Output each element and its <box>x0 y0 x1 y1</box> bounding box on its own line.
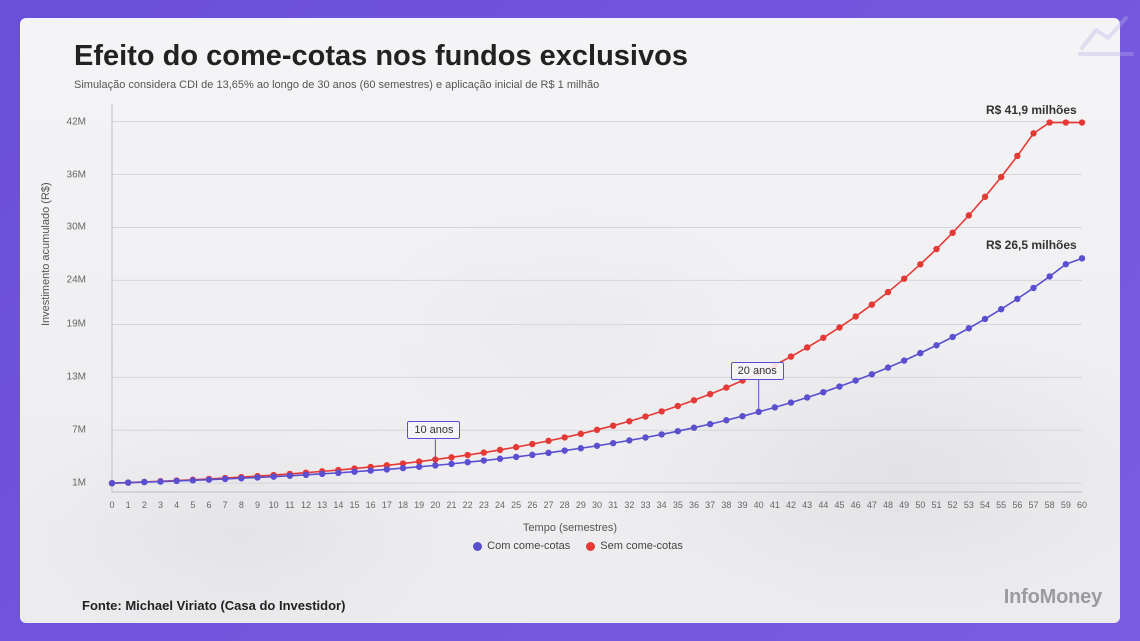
x-tick-label: 40 <box>754 500 764 510</box>
x-tick-label: 9 <box>255 500 260 510</box>
x-tick-label: 39 <box>737 500 747 510</box>
x-tick-label: 56 <box>1012 500 1022 510</box>
x-tick-label: 45 <box>834 500 844 510</box>
x-tick-label: 3 <box>158 500 163 510</box>
x-tick-label: 27 <box>543 500 553 510</box>
x-tick-label: 8 <box>239 500 244 510</box>
x-tick-label: 4 <box>174 500 179 510</box>
legend-swatch <box>586 542 595 551</box>
x-tick-label: 14 <box>333 500 343 510</box>
y-tick-label: 7M <box>72 425 86 436</box>
x-tick-label: 16 <box>366 500 376 510</box>
y-ticks: 1M 7M 13M 19M 24M 30M 36M 42M <box>48 92 88 510</box>
series-end-label: R$ 26,5 milhões <box>986 238 1077 252</box>
plot-svg <box>88 92 1092 510</box>
x-tick-label: 19 <box>414 500 424 510</box>
x-tick-label: 24 <box>495 500 505 510</box>
x-tick-label: 25 <box>511 500 521 510</box>
y-tick-label: 19M <box>67 319 86 330</box>
x-tick-label: 51 <box>931 500 941 510</box>
legend-swatch <box>473 542 482 551</box>
x-tick-label: 38 <box>721 500 731 510</box>
annotation-box: 20 anos <box>731 362 784 380</box>
x-tick-label: 33 <box>640 500 650 510</box>
x-tick-label: 20 <box>430 500 440 510</box>
x-tick-label: 0 <box>109 500 114 510</box>
x-tick-label: 60 <box>1077 500 1087 510</box>
x-tick-label: 53 <box>964 500 974 510</box>
y-tick-label: 30M <box>67 222 86 233</box>
y-tick-label: 36M <box>67 169 86 180</box>
x-tick-label: 48 <box>883 500 893 510</box>
x-tick-label: 2 <box>142 500 147 510</box>
x-tick-label: 46 <box>851 500 861 510</box>
legend: Com come-cotas Sem come-cotas <box>48 540 1092 552</box>
x-tick-label: 42 <box>786 500 796 510</box>
x-tick-label: 54 <box>980 500 990 510</box>
x-tick-label: 1 <box>126 500 131 510</box>
x-tick-label: 12 <box>301 500 311 510</box>
x-tick-label: 10 <box>269 500 279 510</box>
x-tick-label: 7 <box>223 500 228 510</box>
x-tick-label: 52 <box>948 500 958 510</box>
x-tick-label: 26 <box>527 500 537 510</box>
x-tick-label: 32 <box>624 500 634 510</box>
x-tick-label: 13 <box>317 500 327 510</box>
x-tick-label: 15 <box>349 500 359 510</box>
chart-title: Efeito do come-cotas nos fundos exclusiv… <box>74 40 1092 73</box>
brand-logo: InfoMoney <box>1004 586 1102 609</box>
x-tick-label: 35 <box>673 500 683 510</box>
y-tick-label: 13M <box>67 372 86 383</box>
x-tick-label: 36 <box>689 500 699 510</box>
x-tick-label: 34 <box>657 500 667 510</box>
x-ticks: 0123456789101112131415161718192021222324… <box>88 500 1092 516</box>
x-tick-label: 57 <box>1028 500 1038 510</box>
series-end-label: R$ 41,9 milhões <box>986 103 1077 117</box>
x-tick-label: 41 <box>770 500 780 510</box>
y-tick-label: 24M <box>67 275 86 286</box>
x-tick-label: 47 <box>867 500 877 510</box>
x-tick-label: 58 <box>1045 500 1055 510</box>
x-tick-label: 29 <box>576 500 586 510</box>
chart-area: Investimento acumulado (R$) 1M7M13M19M24… <box>48 92 1092 562</box>
x-tick-label: 30 <box>592 500 602 510</box>
x-tick-label: 59 <box>1061 500 1071 510</box>
x-tick-label: 17 <box>382 500 392 510</box>
corner-chart-icon <box>1076 10 1136 65</box>
chart-card: Efeito do come-cotas nos fundos exclusiv… <box>20 18 1120 623</box>
x-tick-label: 23 <box>479 500 489 510</box>
x-tick-label: 49 <box>899 500 909 510</box>
chart-subtitle: Simulação considera CDI de 13,65% ao lon… <box>74 79 1092 91</box>
x-tick-label: 11 <box>285 500 294 510</box>
annotation-box: 10 anos <box>407 421 460 439</box>
x-tick-label: 28 <box>560 500 570 510</box>
y-tick-label: 1M <box>72 478 86 489</box>
legend-label: Sem come-cotas <box>600 540 683 552</box>
x-tick-label: 44 <box>818 500 828 510</box>
x-tick-label: 21 <box>446 500 456 510</box>
x-tick-label: 50 <box>915 500 925 510</box>
x-tick-label: 31 <box>608 500 618 510</box>
x-tick-label: 55 <box>996 500 1006 510</box>
y-tick-label: 42M <box>67 116 86 127</box>
x-tick-label: 37 <box>705 500 715 510</box>
source-text: Fonte: Michael Viriato (Casa do Investid… <box>82 598 345 613</box>
legend-label: Com come-cotas <box>487 540 570 552</box>
x-tick-label: 6 <box>206 500 211 510</box>
x-axis-label: Tempo (semestres) <box>48 522 1092 534</box>
x-tick-label: 43 <box>802 500 812 510</box>
x-tick-label: 18 <box>398 500 408 510</box>
x-tick-label: 22 <box>463 500 473 510</box>
x-tick-label: 5 <box>190 500 195 510</box>
